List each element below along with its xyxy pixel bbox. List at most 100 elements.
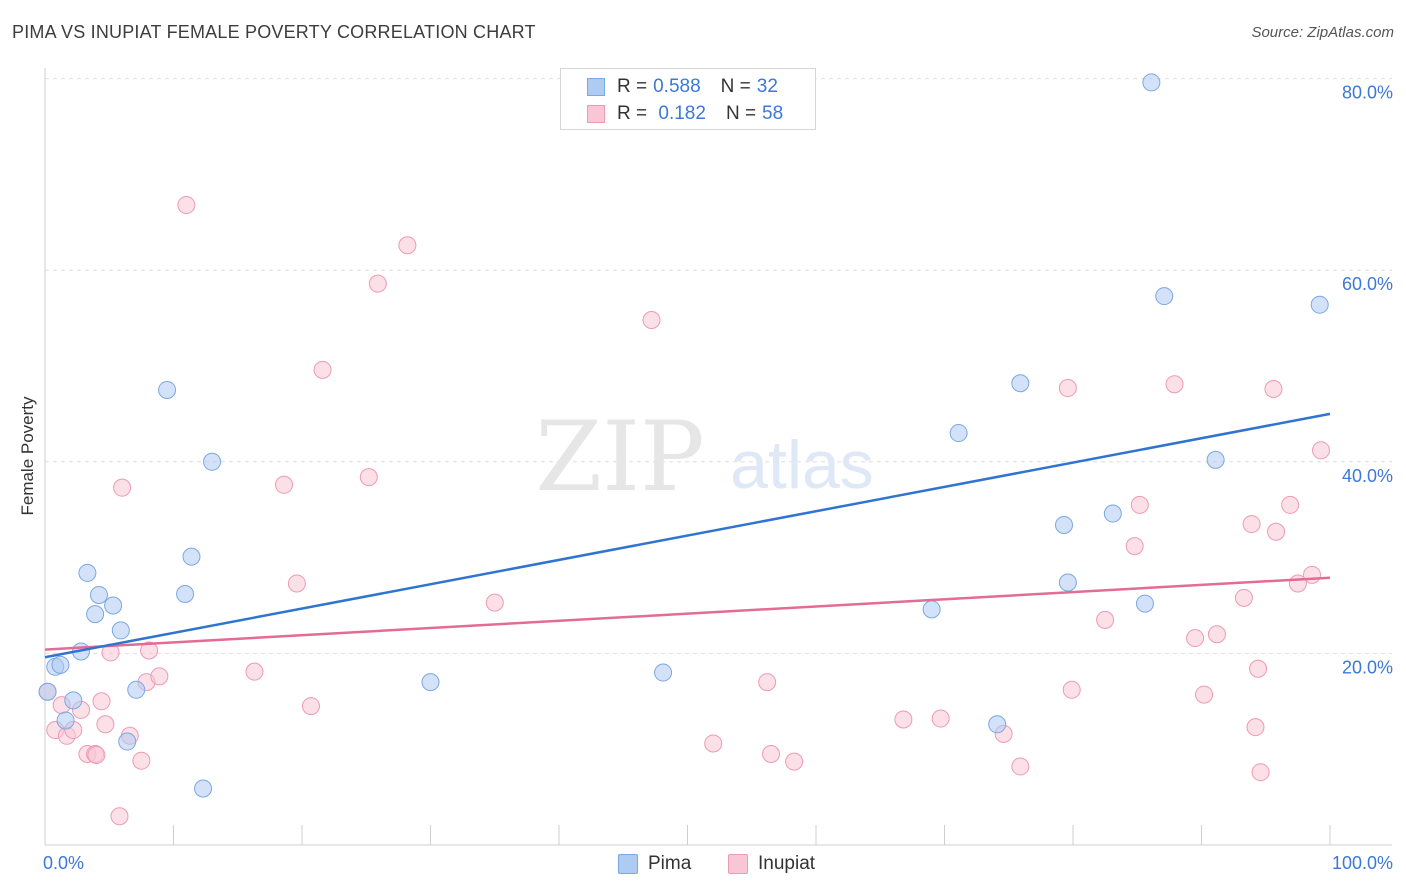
inupiat-point	[785, 752, 804, 771]
pima-point	[194, 779, 213, 798]
inupiat-point	[1242, 515, 1261, 534]
pima-legend-swatch	[618, 854, 638, 874]
inupiat-r-value: 0.182	[653, 103, 706, 124]
y-tick-label: 60.0%	[1342, 274, 1393, 294]
inupiat-legend-swatch	[728, 854, 748, 874]
inupiat-r-label: R =	[617, 103, 648, 124]
inupiat-point	[177, 196, 196, 215]
axes	[44, 68, 1392, 846]
inupiat-point	[485, 593, 504, 612]
pima-point	[988, 715, 1007, 734]
bottom-legend-pima[interactable]: Pima	[618, 852, 691, 876]
pima-point	[89, 585, 108, 604]
pima-r-value: 0.588	[653, 76, 701, 97]
chart-title: PIMA VS INUPIAT FEMALE POVERTY CORRELATI…	[12, 22, 536, 42]
inupiat-point	[1011, 757, 1030, 776]
inupiat-point	[87, 745, 106, 764]
inupiat-point	[1246, 718, 1265, 737]
inupiat-point	[1130, 495, 1149, 514]
pima-point	[1055, 516, 1074, 535]
y-tick-label: 80.0%	[1342, 83, 1393, 103]
inupiat-point	[132, 751, 151, 770]
pima-point	[51, 655, 70, 674]
pima-point	[64, 691, 83, 710]
inupiat-point	[758, 673, 777, 692]
inupiat-point	[762, 744, 781, 763]
pima-swatch	[587, 78, 605, 96]
inupiat-n-value: 58	[762, 103, 784, 124]
pima-point	[118, 732, 137, 751]
inupiat-point	[1062, 680, 1081, 699]
inupiat-point	[96, 715, 115, 734]
inupiat-point	[1096, 610, 1115, 629]
pima-point	[86, 605, 105, 624]
inupiat-point	[1165, 375, 1184, 394]
pima-r-label: R =	[617, 76, 648, 97]
legend-row-inupiat: R = 0.182 N = 58	[587, 102, 783, 126]
inupiat-point	[1264, 379, 1283, 398]
pima-point	[1142, 73, 1161, 92]
correlation-legend: R = 0.588 N = 32 R = 0.182 N = 58	[560, 68, 816, 130]
pima-point	[1011, 374, 1030, 393]
watermark-zip: ZIP	[535, 401, 704, 513]
pima-legend-label: Pima	[648, 853, 692, 874]
inupiat-trend-line	[44, 576, 1331, 651]
inupiat-point	[140, 641, 159, 660]
inupiat-point	[1267, 522, 1286, 541]
pima-points	[38, 73, 1329, 798]
inupiat-point	[113, 478, 132, 497]
inupiat-point	[110, 807, 129, 826]
inupiat-point	[150, 667, 169, 686]
inupiat-n-label: N =	[725, 103, 757, 124]
inupiat-point	[1058, 379, 1077, 398]
pima-point	[421, 673, 440, 692]
pima-point	[1155, 287, 1174, 306]
pima-point	[104, 596, 123, 615]
pima-point	[203, 452, 222, 471]
inupiat-point	[301, 697, 320, 716]
pima-point	[1058, 573, 1077, 592]
legend-row-pima: R = 0.588 N = 32	[587, 75, 778, 99]
watermark: ZIP atlas	[535, 401, 873, 513]
inupiat-point	[245, 662, 264, 681]
pima-point	[38, 682, 57, 701]
inupiat-point	[368, 274, 387, 293]
pima-point	[922, 600, 941, 619]
inupiat-legend-label: Inupiat	[758, 853, 816, 874]
source-label: Source: ZipAtlas.com	[1251, 24, 1394, 41]
pima-point	[56, 711, 75, 730]
pima-point	[1206, 450, 1225, 469]
pima-trend-line	[44, 412, 1331, 659]
y-tick-label: 20.0%	[1342, 657, 1393, 677]
inupiat-point	[1251, 763, 1270, 782]
inupiat-point	[359, 468, 378, 487]
pima-point	[1135, 594, 1154, 613]
inupiat-point	[1186, 629, 1205, 648]
y-tick-label: 40.0%	[1342, 466, 1393, 486]
pima-point	[654, 663, 673, 682]
bottom-legend-inupiat[interactable]: Inupiat	[728, 852, 815, 876]
x-tick-label-max: 100.0%	[1332, 853, 1393, 873]
trend-lines	[44, 412, 1331, 659]
inupiat-point	[704, 734, 723, 753]
inupiat-point	[1312, 441, 1331, 460]
inupiat-swatch	[587, 105, 605, 123]
inupiat-point	[313, 360, 332, 379]
pima-point	[1103, 504, 1122, 523]
pima-point	[127, 680, 146, 699]
pima-n-value: 32	[756, 76, 778, 97]
gridlines	[45, 78, 1392, 654]
tick-labels: 20.0% 40.0% 60.0% 80.0% 0.0% 100.0%	[43, 83, 1393, 873]
x-tick-label-min: 0.0%	[43, 853, 84, 873]
watermark-atlas: atlas	[730, 427, 874, 503]
inupiat-point	[92, 692, 111, 711]
pima-n-label: N =	[720, 76, 751, 97]
inupiat-point	[275, 475, 294, 494]
inupiat-point	[1207, 625, 1226, 644]
inupiat-point	[1303, 565, 1322, 584]
inupiat-point	[931, 709, 950, 728]
pima-point	[1310, 295, 1329, 314]
pima-point	[158, 380, 177, 399]
inupiat-points	[38, 196, 1331, 826]
